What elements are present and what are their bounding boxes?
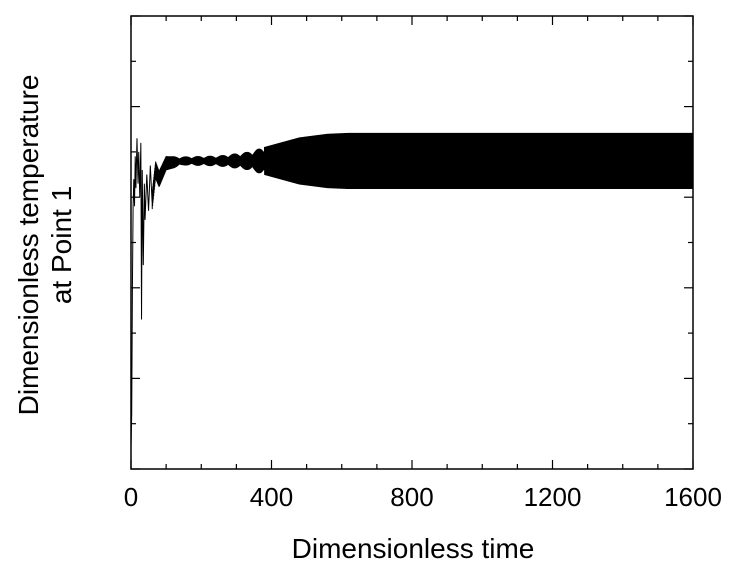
x-tick-label: 800	[390, 482, 433, 512]
y-axis-label-line-1: Dimensionless temperature	[13, 75, 44, 416]
y-axis-ticks	[131, 15, 693, 470]
temperature-series-line	[130, 132, 694, 447]
x-tick-label: 0	[124, 482, 138, 512]
x-tick-label: 400	[250, 482, 293, 512]
x-tick-label: 1200	[524, 482, 582, 512]
x-axis-tick-labels: 0 400 800 1200 1600	[124, 482, 722, 512]
plot-border	[130, 15, 694, 470]
y-axis-label: Dimensionless temperature at Point 1	[13, 75, 77, 416]
plot-frame	[130, 15, 694, 470]
x-tick-label: 1600	[664, 482, 722, 512]
y-axis-label-line-2: at Point 1	[46, 186, 77, 304]
x-axis-ticks	[130, 16, 694, 469]
x-axis-label: Dimensionless time	[292, 533, 535, 564]
series-layer	[130, 132, 694, 447]
